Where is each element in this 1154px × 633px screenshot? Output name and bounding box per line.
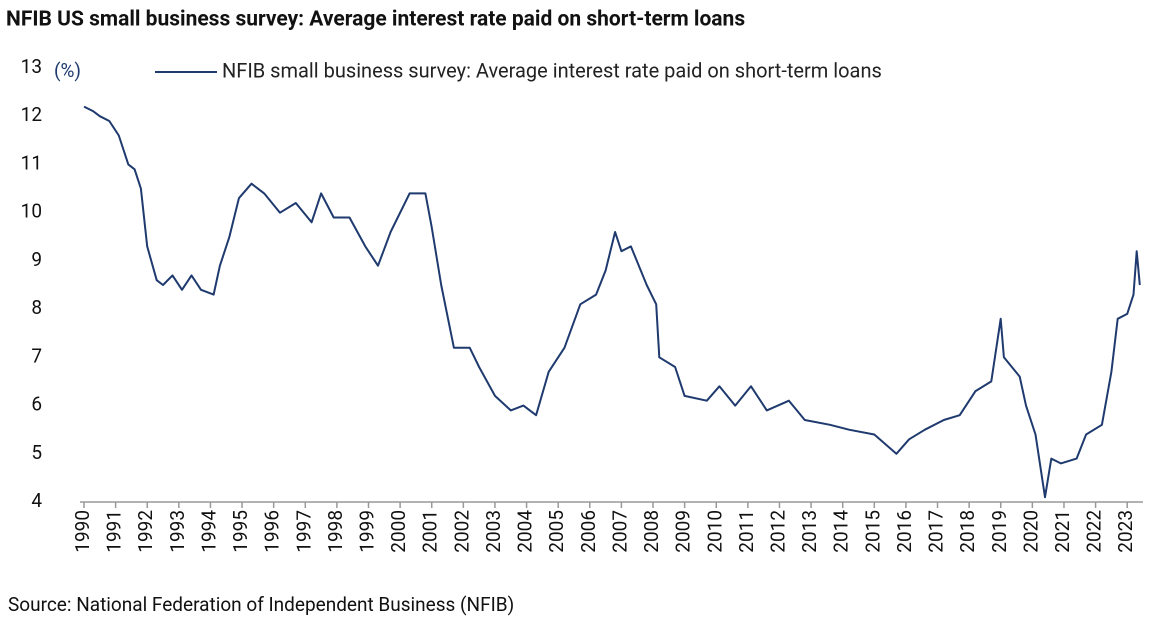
series-line — [83, 105, 1141, 499]
x-tick-label: 2015 — [861, 510, 884, 553]
y-tick-label: 11 — [21, 151, 42, 174]
x-tick-label: 2019 — [988, 510, 1011, 553]
y-tick-label: 7 — [31, 344, 42, 367]
y-axis-label: (%) — [54, 59, 81, 82]
x-tick-label: 2016 — [893, 510, 916, 553]
x-tick-label: 2022 — [1083, 510, 1106, 553]
x-tick-label: 2012 — [766, 510, 789, 553]
source: Source: National Federation of Independe… — [8, 593, 514, 616]
x-tick-label: 1990 — [71, 510, 94, 553]
x-tick-label: 1992 — [134, 510, 157, 553]
x-tick-label: 1993 — [166, 510, 189, 553]
x-tick-label: 1999 — [356, 510, 379, 553]
x-tick-label: 2021 — [1051, 510, 1074, 553]
x-tick-label: 2004 — [514, 510, 537, 553]
x-tick-label: 2013 — [798, 510, 821, 553]
y-tick-label: 12 — [21, 103, 42, 126]
x-tick-label: 2007 — [608, 510, 631, 553]
y-tick-label: 6 — [31, 393, 42, 416]
x-tick-label: 2008 — [640, 510, 663, 553]
x-tick-label: 1991 — [103, 510, 126, 553]
x-tick-label: 1997 — [292, 510, 315, 553]
y-tick-label: 9 — [31, 248, 42, 271]
y-tick-label: 5 — [31, 441, 42, 464]
x-tick-label: 1994 — [197, 510, 220, 553]
x-tick-label: 2023 — [1114, 510, 1137, 553]
x-tick-label: 2010 — [703, 510, 726, 553]
x-tick-label: 2000 — [387, 510, 410, 553]
y-tick-label: 8 — [31, 296, 42, 319]
x-tick-label: 2020 — [1019, 510, 1042, 553]
x-tick-label: 2006 — [577, 510, 600, 553]
x-tick-label: 2003 — [482, 510, 505, 553]
y-tick-label: 10 — [21, 200, 42, 223]
x-tick-label: 2009 — [672, 510, 695, 553]
x-tick-label: 1998 — [324, 510, 347, 553]
y-tick-label: 4 — [31, 489, 42, 512]
x-tick-label: 1996 — [261, 510, 284, 553]
x-tick-label: 2002 — [450, 510, 473, 553]
y-tick-label: 13 — [21, 55, 42, 78]
x-tick-label: 2018 — [956, 510, 979, 553]
x-tick-label: 2005 — [545, 510, 568, 553]
x-tick-label: 2017 — [925, 510, 948, 553]
chart-title: NFIB US small business survey: Average i… — [6, 8, 745, 32]
x-tick-label: 2011 — [735, 510, 758, 553]
x-tick-label: 1995 — [229, 510, 252, 553]
x-tick-label: 2014 — [830, 510, 853, 553]
x-tick-label: 2001 — [419, 510, 442, 553]
legend-label: NFIB small business survey: Average inte… — [222, 58, 882, 82]
